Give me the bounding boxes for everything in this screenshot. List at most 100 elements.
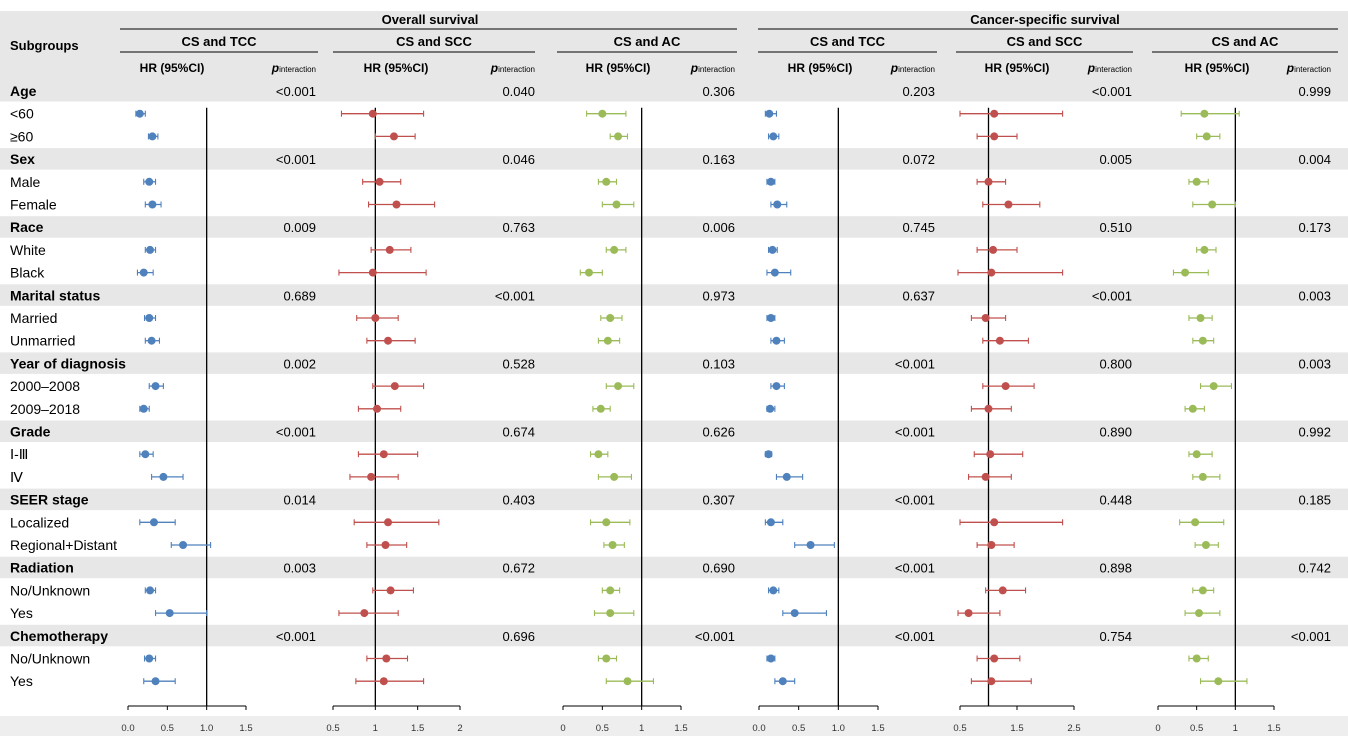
hr-point [995, 336, 1004, 345]
p-interaction-value: 0.072 [902, 152, 935, 167]
hr-estimate [794, 541, 835, 549]
p-interaction-header: pinteraction [890, 61, 935, 75]
hr-estimate [605, 245, 627, 254]
hr-point [990, 518, 999, 527]
p-subscript: interaction [498, 65, 535, 74]
hr-estimate [982, 336, 1029, 345]
comparison-header: CS and AC [1212, 34, 1279, 49]
subgroup-label: Black [10, 265, 45, 281]
hr-point [990, 654, 999, 663]
group-row-band [0, 284, 1348, 306]
comparison-header: CS and TCC [810, 34, 886, 49]
p-interaction-value: <0.001 [276, 629, 316, 644]
hr-point [610, 245, 619, 254]
hr-point [149, 518, 158, 527]
hr-point [1214, 677, 1223, 686]
p-interaction-value: 0.754 [1099, 629, 1132, 644]
hr-estimate [144, 245, 157, 254]
subgroup-label: Yes [10, 673, 33, 689]
hr-point [1192, 654, 1201, 663]
hr-estimate [1188, 654, 1209, 663]
hr-point [1200, 109, 1209, 118]
hr-estimate [349, 472, 399, 481]
hr-estimate [593, 609, 635, 618]
subgroup-label: No/Unknown [10, 651, 90, 667]
p-interaction-value: <0.001 [1092, 288, 1132, 303]
group-row-band [0, 624, 1348, 647]
p-interaction-value: 0.014 [283, 493, 316, 508]
group-label: Radiation [10, 560, 74, 576]
x-tick-label: 0.5 [161, 723, 174, 734]
hr-estimate [148, 382, 164, 391]
p-interaction-value: 0.973 [702, 288, 735, 303]
subgroup-label: 2000–2008 [10, 378, 80, 394]
hr-estimate [600, 314, 623, 322]
p-interaction-value: 0.742 [1298, 561, 1331, 576]
hr-estimate [767, 586, 780, 595]
p-interaction-value: 0.103 [702, 356, 735, 371]
hr-estimate [976, 541, 1015, 549]
p-interaction-value: <0.001 [895, 425, 935, 440]
p-interaction-value: <0.001 [895, 356, 935, 371]
hr-estimate [1199, 382, 1233, 391]
hr-point [368, 268, 377, 277]
hr-estimate [579, 268, 603, 277]
p-interaction-value: 0.004 [1298, 152, 1331, 167]
hr-estimate [601, 586, 621, 595]
p-interaction-value: 0.203 [902, 84, 935, 99]
hr-estimate [609, 132, 629, 141]
x-tick-label: 1.0 [832, 723, 845, 734]
subgroup-label: Male [10, 174, 41, 190]
hr-estimate [973, 450, 1024, 459]
p-interaction-value: 0.745 [902, 220, 935, 235]
hr-point [145, 314, 154, 322]
hr-estimate [139, 404, 150, 413]
hr-point [145, 177, 154, 186]
subgroup-label: Female [10, 197, 57, 213]
hr-estimate [374, 132, 416, 141]
hr-estimate [592, 404, 611, 413]
hr-point [165, 609, 174, 618]
p-subscript: interaction [898, 65, 935, 74]
row-bands [0, 11, 1348, 736]
hr-estimate [372, 586, 414, 595]
hr-point [772, 336, 781, 345]
hr-estimate [959, 518, 1064, 527]
hr-point [147, 336, 156, 345]
hr-point [770, 268, 779, 277]
subgroup-label: No/Unknown [10, 582, 90, 598]
p-interaction-value: 0.800 [1099, 356, 1132, 371]
subgroup-label: <60 [10, 106, 34, 122]
p-interaction-value: 0.696 [502, 629, 535, 644]
p-interaction-value: 0.448 [1099, 493, 1132, 508]
hr-point [769, 132, 778, 141]
hr-point [1198, 336, 1207, 345]
hr-estimate [1184, 404, 1205, 413]
hr-estimate [154, 609, 208, 618]
x-tick-label: 1.5 [239, 723, 252, 734]
hr-estimate [143, 177, 157, 186]
x-tick-label: 2.5 [1067, 723, 1080, 734]
hr-estimate [139, 518, 176, 527]
hr-point [145, 654, 154, 663]
hr-point [1209, 382, 1218, 391]
p-interaction-value: 0.009 [283, 220, 316, 235]
p-interaction-value: <0.001 [1291, 629, 1331, 644]
hr-estimate [764, 450, 773, 459]
hr-estimate [143, 314, 157, 322]
hr-point [379, 450, 388, 459]
hr-estimate [139, 450, 154, 459]
hr-estimate [601, 200, 635, 209]
hr-column-header: HR (95%CI) [788, 61, 853, 75]
hr-point [141, 450, 150, 459]
hr-point [1192, 450, 1201, 459]
p-interaction-value: 0.185 [1298, 493, 1331, 508]
hr-estimate [144, 336, 161, 345]
x-tick-label: 0.0 [121, 723, 134, 734]
hr-estimate [586, 109, 627, 118]
hr-estimate [170, 541, 212, 549]
hr-estimate [357, 404, 402, 413]
hr-estimate [976, 654, 1021, 663]
x-tick-label: 1 [1233, 723, 1238, 734]
p-interaction-value: <0.001 [895, 629, 935, 644]
